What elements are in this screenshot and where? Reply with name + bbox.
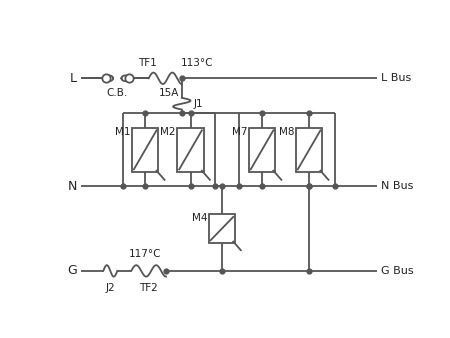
Text: M4: M4: [192, 213, 207, 223]
Text: J1: J1: [194, 99, 204, 109]
Text: N Bus: N Bus: [381, 181, 413, 191]
Text: M1: M1: [115, 127, 130, 137]
Text: C.B.: C.B.: [107, 88, 128, 98]
Text: 15A: 15A: [158, 88, 179, 98]
Text: 113°C: 113°C: [181, 58, 213, 68]
Text: M7: M7: [232, 127, 247, 137]
Bar: [209, 214, 235, 243]
Text: 117°C: 117°C: [129, 249, 162, 259]
Bar: [296, 128, 322, 172]
Text: TF1: TF1: [138, 58, 157, 68]
Bar: [177, 128, 203, 172]
Text: M8: M8: [279, 127, 294, 137]
Text: J2: J2: [105, 283, 115, 293]
Text: G: G: [68, 264, 77, 277]
Text: L Bus: L Bus: [381, 73, 411, 83]
Text: M2: M2: [160, 127, 176, 137]
Text: G Bus: G Bus: [381, 266, 413, 276]
Bar: [132, 128, 158, 172]
Text: L: L: [70, 72, 77, 85]
Bar: [249, 128, 275, 172]
Text: TF2: TF2: [140, 283, 158, 293]
Text: N: N: [68, 180, 77, 193]
